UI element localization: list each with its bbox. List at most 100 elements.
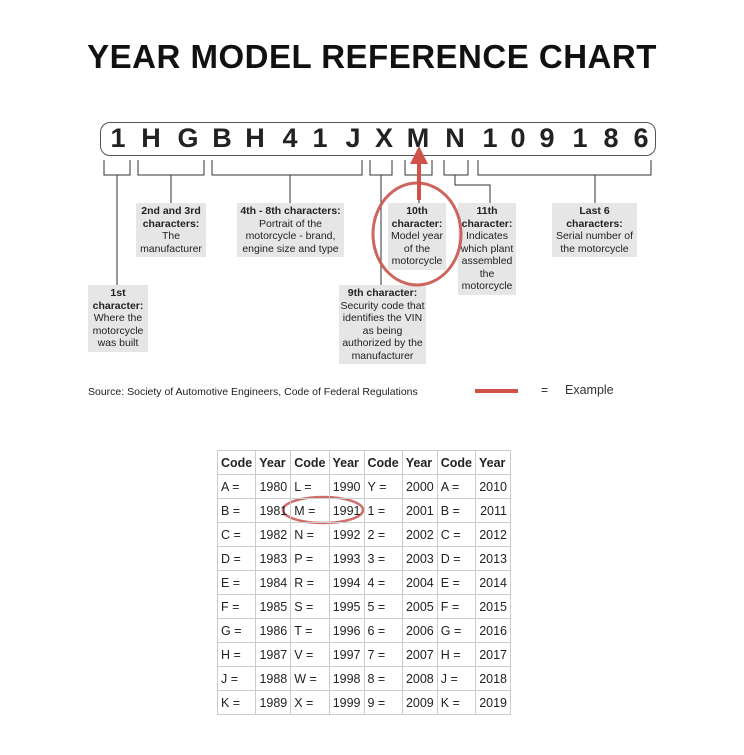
code-cell: 6 = — [363, 618, 403, 643]
code-cell: G = — [216, 618, 257, 643]
code-cell: X = — [290, 690, 330, 715]
year-cell: 2000 — [401, 474, 438, 499]
code-cell: F = — [216, 594, 257, 619]
table-row: H = 1987 V = 1997 7 = 2007 H = 2017 — [216, 642, 511, 667]
code-cell: L = — [290, 474, 330, 499]
column-header: Year — [475, 450, 511, 475]
year-cell: 1997 — [328, 642, 365, 667]
year-cell: 1981 — [255, 498, 292, 523]
year-cell: 1988 — [255, 666, 292, 691]
bracket-eleventh — [443, 160, 491, 203]
code-cell: R = — [290, 570, 330, 595]
code-cell: F = — [436, 594, 477, 619]
year-cell: 2015 — [475, 594, 511, 619]
bracket-first — [103, 160, 131, 285]
year-cell: 2017 — [475, 642, 511, 667]
vin-char: H — [245, 123, 265, 153]
code-cell: H = — [436, 642, 477, 667]
year-cell: 1998 — [328, 666, 365, 691]
year-cell: 1985 — [255, 594, 292, 619]
year-cell: 2003 — [401, 546, 438, 571]
code-cell: K = — [216, 690, 257, 715]
year-cell: 2008 — [401, 666, 438, 691]
code-cell: N = — [290, 522, 330, 547]
vin-char: G — [177, 123, 199, 153]
bracket-last6 — [477, 160, 652, 203]
year-cell: 2009 — [401, 690, 438, 715]
code-cell: Y = — [363, 474, 403, 499]
column-header: Code — [436, 450, 477, 475]
code-cell: P = — [290, 546, 330, 571]
code-cell: B = — [216, 498, 257, 523]
code-cell: G = — [436, 618, 477, 643]
year-cell: 1984 — [255, 570, 292, 595]
column-header: Year — [401, 450, 438, 475]
vin-char: X — [374, 123, 393, 153]
vin-char: 1 — [110, 123, 126, 153]
vin-char: N — [445, 123, 465, 153]
code-cell: 7 = — [363, 642, 403, 667]
vin-char: 1 — [312, 123, 328, 153]
year-cell: 1995 — [328, 594, 365, 619]
table-row: J = 1988 W = 1998 8 = 2008 J = 2018 — [216, 666, 511, 691]
code-cell: T = — [290, 618, 330, 643]
column-header: Code — [216, 450, 257, 475]
table-row: D = 1983 P = 1993 3 = 2003 D = 2013 — [216, 546, 511, 571]
code-cell: 2 = — [363, 522, 403, 547]
code-cell: C = — [216, 522, 257, 547]
bracket-second-third — [137, 160, 205, 203]
code-cell: K = — [436, 690, 477, 715]
year-cell: 2007 — [401, 642, 438, 667]
year-cell: 2016 — [475, 618, 511, 643]
chart-title: YEAR MODEL REFERENCE CHART — [87, 38, 657, 75]
code-cell: C = — [436, 522, 477, 547]
arrow-head-icon — [410, 146, 428, 164]
vin-char: 1 — [572, 123, 588, 153]
code-cell: V = — [290, 642, 330, 667]
year-cell: 1987 — [255, 642, 292, 667]
year-cell: 1980 — [255, 474, 292, 499]
year-cell: 2001 — [401, 498, 438, 523]
label-tenth: 10th character: Model year of the motorcy… — [388, 203, 446, 270]
table-row: B = 1981 M = 1991 1 = 2001 B = 2011 — [216, 498, 511, 523]
year-cell: 2010 — [475, 474, 511, 499]
year-cell: 2004 — [401, 570, 438, 595]
code-cell: D = — [436, 546, 477, 571]
year-code-table: Code Year Code Year Code Year Code Year A = 1980… — [216, 450, 511, 715]
label-eleventh: 11th character: Indicates which plant ass… — [458, 203, 516, 295]
column-header: Year — [328, 450, 365, 475]
vin-char: 9 — [539, 123, 555, 153]
year-cell: 1993 — [328, 546, 365, 571]
table-row: F = 1985 S = 1995 5 = 2005 F = 2015 — [216, 594, 511, 619]
year-cell: 2011 — [475, 498, 511, 523]
code-cell: M = — [290, 498, 330, 523]
table-row: C = 1982 N = 1992 2 = 2002 C = 2012 — [216, 522, 511, 547]
vin-char: M — [406, 123, 430, 153]
code-cell: 3 = — [363, 546, 403, 571]
source-note: Source: Society of Automotive Engineers,… — [88, 386, 418, 398]
year-cell: 1992 — [328, 522, 365, 547]
code-cell: 4 = — [363, 570, 403, 595]
code-cell: 9 = — [363, 690, 403, 715]
label-first: 1st character: Where the motorcycle was b… — [88, 285, 148, 352]
year-cell: 1990 — [328, 474, 365, 499]
vin-char: 8 — [603, 123, 619, 153]
vin-char: B — [212, 123, 232, 153]
code-cell: H = — [216, 642, 257, 667]
code-cell: E = — [216, 570, 257, 595]
vin-box — [100, 122, 656, 156]
code-cell: D = — [216, 546, 257, 571]
code-cell: A = — [216, 474, 257, 499]
vin-char: 1 — [482, 123, 498, 153]
column-header: Code — [363, 450, 403, 475]
year-cell: 1994 — [328, 570, 365, 595]
legend-example-label: Example — [565, 383, 614, 397]
year-cell: 1982 — [255, 522, 292, 547]
code-cell: A = — [436, 474, 477, 499]
code-cell: 1 = — [363, 498, 403, 523]
label-ninth: 9th character: Security code that identif… — [339, 285, 426, 364]
year-cell: 2005 — [401, 594, 438, 619]
vin-char: 0 — [510, 123, 526, 153]
